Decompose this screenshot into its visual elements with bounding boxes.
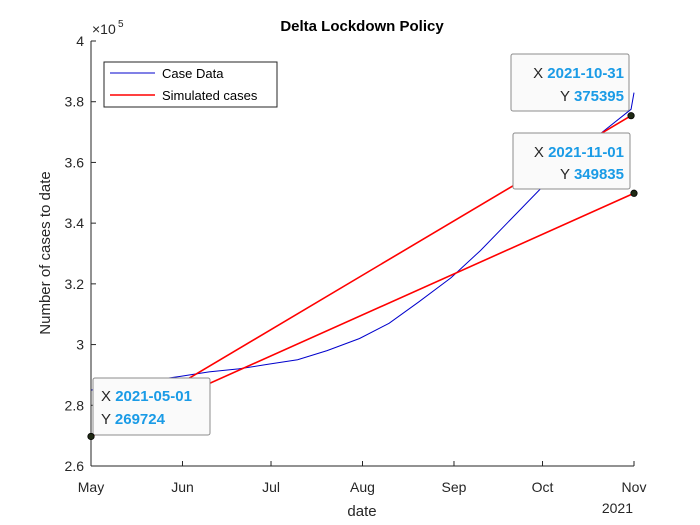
datatip-3-y-value: 349835 — [574, 166, 624, 183]
x-tick-label: Nov — [622, 479, 647, 495]
legend-label-case-data: Case Data — [162, 66, 224, 81]
datatip-3-x-row: X 2021-11-01 — [534, 144, 624, 161]
y-tick-label: 4 — [76, 33, 84, 49]
legend-box — [103, 61, 278, 108]
datatip-1-y-row: Y 269724 — [101, 411, 166, 428]
datatip-3-box — [512, 132, 631, 190]
datatips-layer: X 2021-05-01 Y 269724 X 2021-10-31 Y 375… — [92, 53, 631, 436]
y-tick-label: 3.8 — [65, 94, 85, 110]
chart-title: Delta Lockdown Policy — [280, 18, 444, 35]
x-tick-label: Sep — [442, 479, 467, 495]
x-tick-label: Oct — [532, 479, 554, 495]
legend: Case Data Simulated cases — [103, 61, 278, 108]
y-tick-label: 3 — [76, 337, 84, 353]
datatip-marker-2[interactable] — [627, 112, 635, 120]
y-tick-label: 2.8 — [65, 397, 85, 413]
y-tick-label: 3.6 — [65, 154, 85, 170]
datatip-1-y-prefix: Y — [101, 411, 111, 428]
datatip-2-x-value: 2021-10-31 — [547, 65, 624, 82]
y-exponent-power: 5 — [118, 19, 124, 30]
y-axis-label: Number of cases to date — [37, 171, 54, 334]
datatip-2-box — [510, 53, 630, 112]
datatip-1-x-prefix: X — [101, 388, 111, 405]
x-tick-label: Aug — [350, 479, 375, 495]
ticks-layer: May Jun Jul Aug Sep Oct Nov 2.6 2.8 3 3.2 3.4 3.6 3.8… — [65, 33, 647, 495]
x-tick-label: Jul — [262, 479, 280, 495]
x-tick-label: Jun — [171, 479, 194, 495]
datatip-3[interactable]: X 2021-11-01 Y 349835 — [512, 132, 631, 190]
y-tick-label: 3.4 — [65, 215, 85, 231]
datatip-1-x-row: X 2021-05-01 — [101, 388, 192, 405]
datatip-3-y-row: Y 349835 — [560, 166, 624, 183]
datatip-3-x-value: 2021-11-01 — [548, 144, 624, 161]
datatip-3-x-prefix: X — [534, 144, 544, 161]
datatip-marker-1[interactable] — [87, 432, 95, 441]
legend-label-simulated: Simulated cases — [162, 88, 258, 103]
datatip-markers-layer — [87, 112, 638, 441]
y-exponent-base: ×10 — [92, 21, 116, 37]
x-tick-label: May — [78, 479, 104, 495]
datatip-2-y-prefix: Y — [560, 88, 570, 105]
datatip-2-x-prefix: X — [533, 65, 543, 82]
datatip-1[interactable]: X 2021-05-01 Y 269724 — [92, 377, 211, 436]
datatip-2-y-value: 375395 — [574, 88, 624, 105]
datatip-1-box — [92, 377, 211, 436]
y-axis-exponent: ×10 5 — [92, 19, 124, 37]
y-tick-label: 2.6 — [65, 458, 85, 474]
datatip-2-x-row: X 2021-10-31 — [533, 65, 624, 82]
datatip-3-y-prefix: Y — [560, 166, 570, 183]
datatip-1-y-value: 269724 — [115, 411, 166, 428]
datatip-2[interactable]: X 2021-10-31 Y 375395 — [510, 53, 630, 112]
datatip-1-x-value: 2021-05-01 — [115, 388, 192, 405]
x-year-label: 2021 — [602, 500, 633, 516]
x-axis-label: date — [347, 503, 376, 520]
datatip-2-y-row: Y 375395 — [560, 88, 624, 105]
y-tick-label: 3.2 — [65, 276, 85, 292]
datatip-marker-3[interactable] — [630, 189, 638, 197]
